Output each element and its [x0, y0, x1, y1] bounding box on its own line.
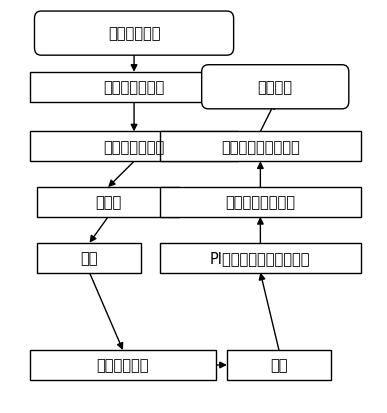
FancyBboxPatch shape: [160, 243, 361, 273]
Text: PI涂层胶保护台面，固化: PI涂层胶保护台面，固化: [210, 251, 311, 266]
FancyBboxPatch shape: [30, 350, 216, 380]
Text: 真空充氮烧结: 真空充氮烧结: [97, 358, 149, 373]
Text: 线切割: 线切割: [95, 195, 121, 210]
Text: 酸洗: 酸洗: [270, 358, 288, 373]
FancyBboxPatch shape: [160, 188, 361, 217]
FancyBboxPatch shape: [227, 350, 331, 380]
Text: 磨角: 磨角: [81, 251, 98, 266]
Text: 蒸镀钛镍银合金: 蒸镀钛镍银合金: [103, 140, 165, 154]
Text: 室温硫化、高温固化: 室温硫化、高温固化: [221, 140, 300, 154]
FancyBboxPatch shape: [30, 73, 238, 102]
FancyBboxPatch shape: [38, 243, 142, 273]
Text: 磷扩散、硼扩散: 磷扩散、硼扩散: [103, 80, 165, 95]
Text: 清洗硅单晶片: 清洗硅单晶片: [108, 26, 160, 42]
Text: 深蓝色硅橡胶保护: 深蓝色硅橡胶保护: [225, 195, 295, 210]
FancyBboxPatch shape: [202, 66, 349, 109]
FancyBboxPatch shape: [38, 188, 179, 217]
FancyBboxPatch shape: [34, 12, 234, 56]
FancyBboxPatch shape: [160, 132, 361, 162]
FancyBboxPatch shape: [30, 132, 238, 162]
Text: 检测包装: 检测包装: [258, 80, 293, 95]
